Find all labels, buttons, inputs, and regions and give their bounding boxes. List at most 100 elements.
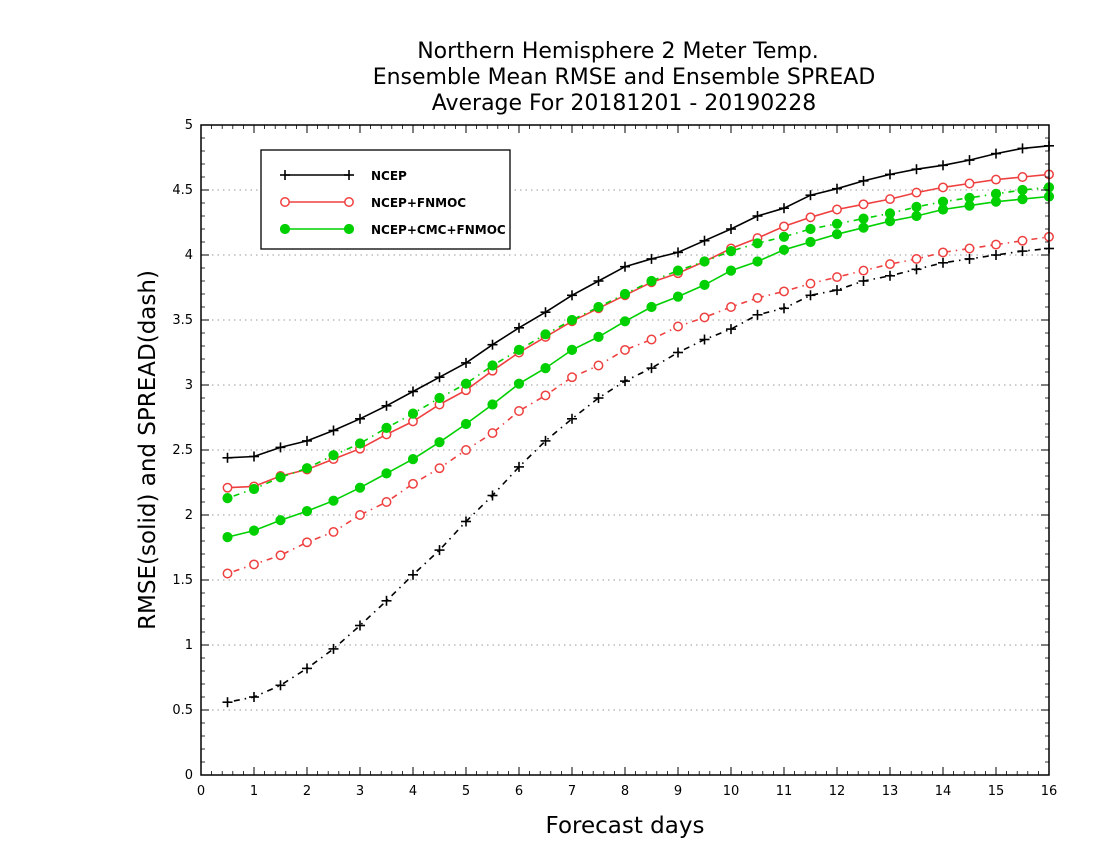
data-point-rmse bbox=[911, 187, 922, 198]
x-tick-label: 1 bbox=[250, 784, 258, 799]
data-point-spread bbox=[646, 275, 657, 287]
data-point-spread bbox=[275, 472, 286, 483]
data-point-rmse bbox=[593, 331, 604, 342]
data-point-rmse bbox=[858, 199, 869, 210]
data-point-spread bbox=[487, 490, 498, 501]
data-point-spread bbox=[858, 265, 869, 276]
data-point-rmse bbox=[832, 204, 842, 215]
data-point-spread bbox=[725, 246, 737, 257]
series-line-ncep-cmc-fnmoc-spread bbox=[227, 186, 1050, 499]
data-point-spread bbox=[620, 344, 630, 355]
data-point-spread bbox=[222, 493, 233, 504]
data-point-spread bbox=[249, 692, 259, 702]
data-point-rmse bbox=[885, 169, 895, 180]
data-point-spread bbox=[1017, 246, 1028, 257]
legend-marker bbox=[280, 170, 290, 180]
data-point-rmse bbox=[646, 253, 657, 264]
data-point-spread bbox=[885, 270, 895, 281]
data-point-spread bbox=[461, 516, 471, 527]
data-point-spread bbox=[593, 360, 604, 371]
data-point-rmse bbox=[911, 210, 922, 222]
data-point-spread bbox=[593, 393, 604, 403]
data-point-rmse bbox=[884, 216, 896, 227]
data-point-spread bbox=[699, 256, 710, 267]
data-point-spread bbox=[911, 201, 922, 212]
data-point-spread bbox=[964, 243, 975, 254]
data-point-rmse bbox=[222, 452, 233, 463]
data-point-spread bbox=[752, 309, 763, 320]
data-point-rmse bbox=[620, 261, 630, 272]
data-point-spread bbox=[381, 595, 392, 606]
data-point-rmse bbox=[699, 235, 710, 246]
title-line-2: Ensemble Mean RMSE and Ensemble SPREAD bbox=[373, 65, 876, 90]
data-point-rmse bbox=[566, 344, 578, 355]
legend-marker bbox=[343, 223, 355, 235]
data-point-spread bbox=[832, 272, 842, 283]
data-point-rmse bbox=[779, 221, 789, 232]
data-point-spread bbox=[779, 286, 789, 297]
y-tick-label: 2 bbox=[185, 508, 193, 523]
data-point-spread bbox=[567, 413, 577, 424]
data-point-rmse bbox=[779, 203, 789, 214]
legend-marker bbox=[344, 197, 354, 207]
legend-box bbox=[260, 149, 511, 250]
data-point-spread bbox=[275, 550, 286, 561]
data-point-spread bbox=[805, 223, 816, 235]
data-point-spread bbox=[434, 545, 445, 556]
x-tick-label: 7 bbox=[568, 784, 576, 799]
x-tick-label: 11 bbox=[776, 784, 793, 799]
data-point-rmse bbox=[222, 482, 233, 493]
data-point-rmse bbox=[593, 276, 604, 286]
data-point-rmse bbox=[990, 196, 1002, 207]
data-point-rmse bbox=[672, 291, 684, 302]
data-point-spread bbox=[726, 302, 736, 312]
data-point-spread bbox=[328, 526, 339, 537]
data-point-spread bbox=[222, 697, 233, 708]
data-point-spread bbox=[381, 422, 392, 433]
data-point-rmse bbox=[275, 515, 286, 526]
data-point-rmse bbox=[461, 357, 471, 368]
data-point-rmse bbox=[885, 194, 895, 205]
data-point-spread bbox=[301, 463, 313, 474]
data-point-rmse bbox=[964, 200, 975, 211]
data-point-spread bbox=[991, 239, 1001, 250]
data-point-spread bbox=[514, 406, 524, 416]
data-point-rmse bbox=[911, 164, 922, 175]
data-point-spread bbox=[593, 301, 604, 313]
data-point-rmse bbox=[249, 451, 259, 462]
x-tick-label: 16 bbox=[1041, 784, 1058, 799]
data-point-rmse bbox=[381, 468, 392, 479]
data-point-rmse bbox=[832, 183, 842, 194]
data-point-spread bbox=[911, 264, 922, 275]
data-point-spread bbox=[752, 238, 763, 249]
x-tick-label: 15 bbox=[988, 784, 1005, 799]
axis-ticks: 00.511.522.533.544.550 1 2 3 4 5 6 7 8 9 10 11 12 13 1… bbox=[172, 118, 1057, 799]
data-point-rmse bbox=[805, 212, 816, 223]
data-point-spread bbox=[461, 445, 471, 455]
x-tick-label: 3 bbox=[356, 784, 364, 799]
data-point-spread bbox=[699, 312, 710, 323]
legend-label: NCEP+FNMOC bbox=[371, 196, 466, 210]
data-point-spread bbox=[938, 257, 948, 268]
x-tick-label: 14 bbox=[935, 784, 952, 799]
data-point-spread bbox=[355, 510, 365, 520]
data-point-spread bbox=[381, 497, 392, 507]
data-point-spread bbox=[646, 334, 657, 345]
data-point-rmse bbox=[328, 495, 339, 506]
data-point-spread bbox=[328, 450, 339, 461]
data-point-rmse bbox=[408, 386, 418, 397]
x-tick-label: 13 bbox=[882, 784, 899, 799]
data-point-spread bbox=[1017, 235, 1028, 246]
data-point-rmse bbox=[328, 425, 339, 436]
data-point-spread bbox=[354, 438, 366, 449]
y-tick-label: 4.5 bbox=[172, 183, 193, 198]
data-point-spread bbox=[487, 428, 498, 439]
data-point-rmse bbox=[248, 525, 260, 536]
data-point-rmse bbox=[619, 316, 631, 327]
data-point-spread bbox=[540, 435, 551, 446]
data-point-spread bbox=[302, 537, 312, 548]
legend-marker bbox=[279, 223, 291, 235]
data-point-spread bbox=[805, 278, 816, 289]
data-point-rmse bbox=[514, 322, 524, 333]
